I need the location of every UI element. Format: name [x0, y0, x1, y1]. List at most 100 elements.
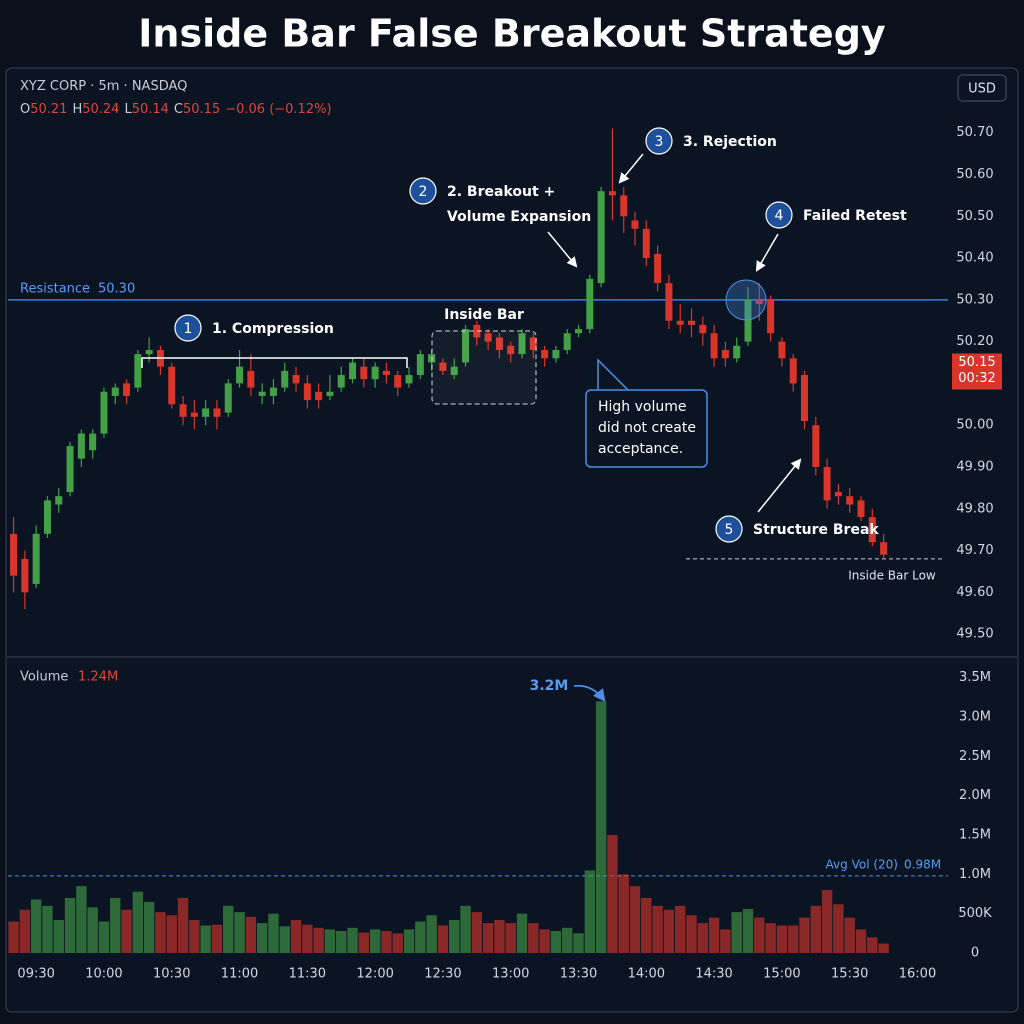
change: −0.06 (−0.12%) [225, 102, 331, 117]
candle-body [699, 324, 707, 334]
volume-bar [460, 905, 471, 953]
currency-button[interactable] [957, 74, 1007, 102]
volume-bar [821, 890, 833, 953]
step-number: 1 [184, 321, 193, 337]
candle-body [360, 366, 368, 380]
ohlc-key: C [174, 102, 183, 117]
callout-text: acceptance. [598, 441, 683, 457]
candle-body [755, 299, 763, 304]
arrow [755, 233, 779, 272]
candle-body [21, 558, 29, 593]
volume-bar [765, 923, 776, 953]
x-tick-label: 11:30 [289, 967, 326, 982]
volume-bar [629, 886, 641, 953]
y-tick-label: 50.40 [956, 251, 993, 266]
volume-bar [720, 929, 731, 953]
candle-body [721, 349, 729, 359]
x-tick-label: 10:00 [85, 967, 122, 982]
candle-body [10, 533, 18, 576]
candle-body [654, 253, 662, 284]
y-tick-label: 50.60 [956, 167, 993, 182]
candle-body [620, 195, 628, 217]
currency[interactable]: USD [968, 82, 996, 97]
volume-bar [562, 927, 573, 953]
volume-bar [754, 917, 765, 953]
volume-bar [686, 915, 697, 953]
volume-bar [449, 919, 460, 953]
candle-body [292, 375, 300, 384]
volume-bar [641, 897, 652, 953]
y2-tick-label: 2.0M [959, 788, 991, 803]
x-tick-label: 15:00 [763, 967, 800, 982]
candle-body [597, 191, 605, 284]
candle-body [507, 345, 515, 355]
candle-body [552, 349, 560, 359]
candle-body [495, 337, 503, 350]
volume-bar [30, 899, 42, 953]
volume-bar [573, 933, 584, 953]
volume-bar [482, 923, 494, 953]
y-tick-label: 49.50 [956, 627, 993, 642]
candle-body [349, 362, 357, 380]
y-tick-label: 50.70 [956, 125, 993, 140]
volume-bar [53, 919, 64, 953]
volume-bar [708, 917, 720, 953]
candle-body [111, 387, 119, 396]
y2-tick-label: 0 [971, 946, 979, 961]
chart-title: Inside Bar False Breakout Strategy [138, 12, 886, 56]
volume-bar [810, 905, 821, 953]
ohlc-header: O50.21 H50.24 L50.14 C50.15 −0.06 (−0.12%) [20, 102, 332, 117]
y2-tick-label: 2.5M [959, 749, 991, 764]
candle-body [258, 391, 266, 396]
candle-body [857, 500, 865, 518]
volume-bar [618, 874, 629, 953]
y2-tick-label: 3.5M [959, 670, 991, 685]
candle-body [337, 375, 345, 388]
inside-bar-low-label: Inside Bar Low [848, 568, 936, 582]
inside-bar-box [431, 330, 537, 405]
candle-body [462, 329, 470, 363]
volume-title: Volume [20, 670, 68, 685]
candle-body [134, 354, 142, 388]
candle-body [145, 349, 153, 355]
volume-bar [437, 925, 449, 953]
volume-bar [110, 897, 121, 953]
volume-bar [505, 923, 516, 953]
candle-body [608, 191, 616, 196]
resistance-value: 50.30 [98, 281, 135, 296]
candle-body [179, 404, 187, 417]
candle-body [100, 391, 108, 434]
candle-body [563, 333, 571, 350]
volume-bar [223, 905, 234, 953]
candle-body [202, 408, 210, 417]
volume-bar [392, 933, 403, 953]
y-tick-label: 49.60 [956, 585, 993, 600]
candle-body [473, 324, 481, 338]
chart-frame [5, 67, 1019, 1013]
volume-current: 1.24M [78, 670, 118, 685]
volume-bar [64, 897, 76, 953]
candle-body [812, 425, 820, 467]
volume-bar [313, 927, 324, 953]
volume-bar [697, 923, 709, 953]
step-number: 3 [655, 134, 664, 150]
candle-body [326, 391, 334, 396]
volume-bar [8, 921, 19, 953]
volume-bar [584, 870, 596, 953]
avg-volume-value: 0.98M [904, 857, 941, 871]
volume-bar [143, 901, 155, 953]
candle-body [665, 283, 673, 321]
step-badge [645, 127, 673, 155]
step-label: 2. Breakout + [447, 184, 555, 200]
volume-bar [607, 835, 618, 953]
arrow [757, 458, 802, 513]
y-tick-label: 49.70 [956, 543, 993, 558]
y2-tick-label: 1.5M [959, 828, 991, 843]
volume-bar [234, 912, 245, 953]
candle-body [55, 496, 63, 505]
volume-bar [98, 921, 110, 953]
candle-body [213, 408, 221, 417]
volume-bar [166, 915, 177, 953]
volume-bar [369, 929, 381, 953]
